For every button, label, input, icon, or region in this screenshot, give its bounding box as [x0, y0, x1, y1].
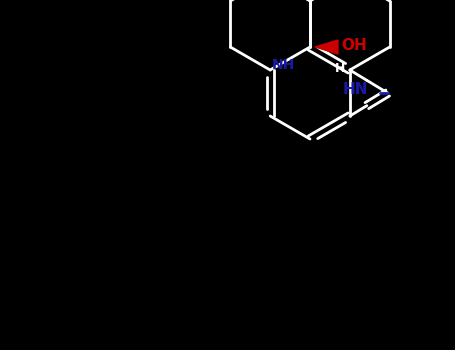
Polygon shape	[315, 40, 338, 54]
Text: HN: HN	[342, 83, 368, 98]
Text: H: H	[334, 62, 345, 75]
Text: NH: NH	[272, 58, 295, 72]
Text: OH: OH	[341, 37, 367, 52]
